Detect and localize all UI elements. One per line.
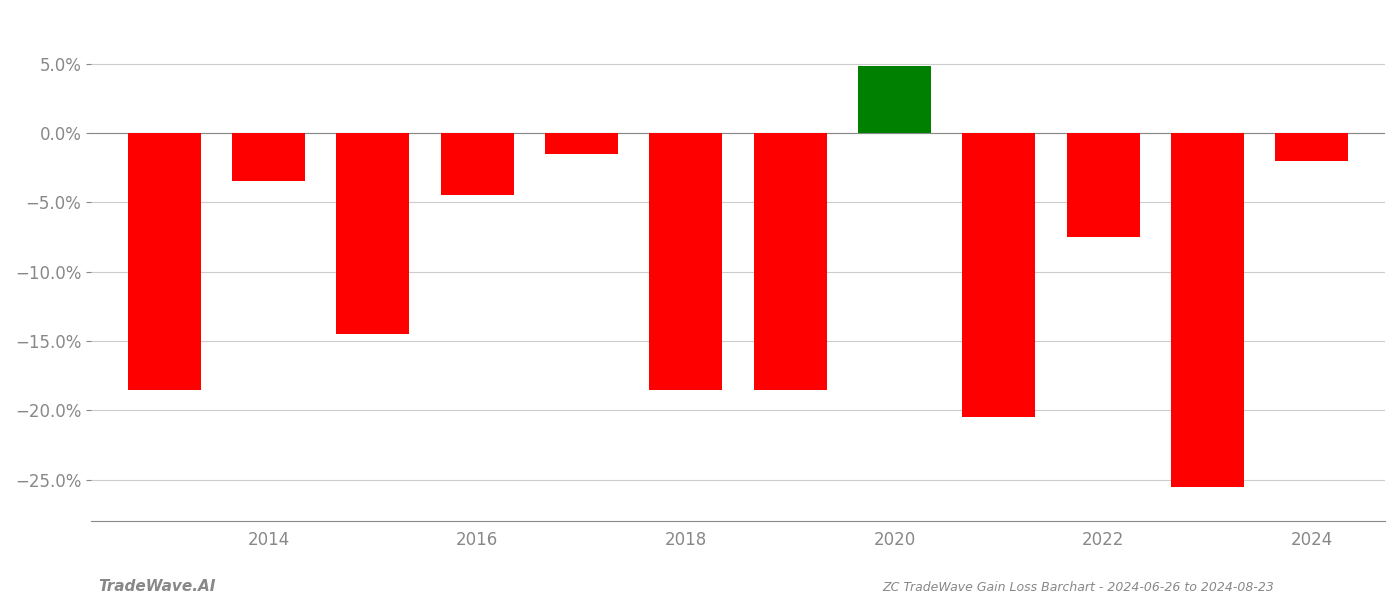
Bar xyxy=(1275,133,1348,161)
Text: ZC TradeWave Gain Loss Barchart - 2024-06-26 to 2024-08-23: ZC TradeWave Gain Loss Barchart - 2024-0… xyxy=(882,581,1274,594)
Bar xyxy=(753,133,827,389)
Bar xyxy=(858,67,931,133)
Bar xyxy=(650,133,722,389)
Bar xyxy=(545,133,617,154)
Bar xyxy=(1067,133,1140,237)
Bar xyxy=(336,133,409,334)
Bar xyxy=(441,133,514,196)
Bar xyxy=(1170,133,1245,487)
Bar xyxy=(127,133,200,389)
Bar xyxy=(232,133,305,181)
Text: TradeWave.AI: TradeWave.AI xyxy=(98,579,216,594)
Bar xyxy=(962,133,1036,417)
